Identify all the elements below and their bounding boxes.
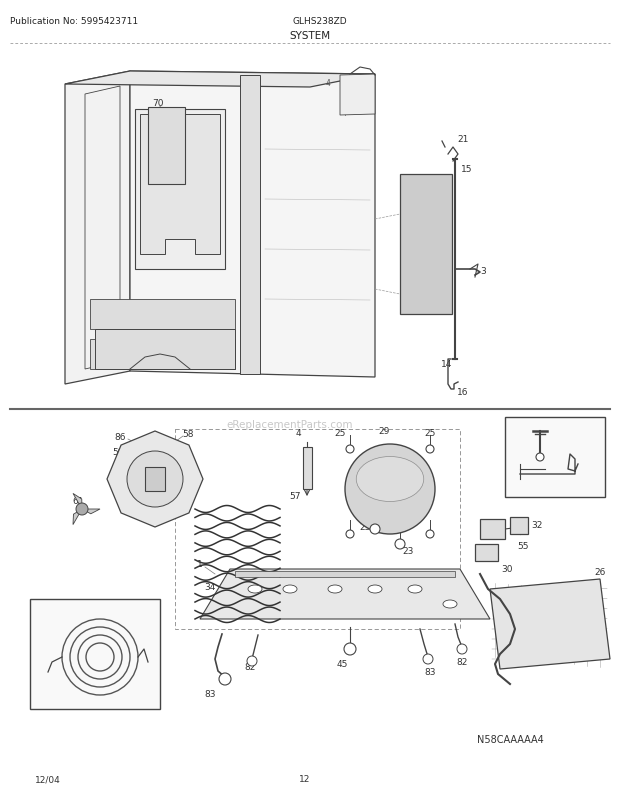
Text: 44: 44 [564, 473, 575, 482]
Polygon shape [135, 110, 225, 269]
Ellipse shape [328, 585, 342, 593]
Text: 70: 70 [153, 99, 164, 107]
Text: 83: 83 [204, 690, 216, 699]
Polygon shape [73, 494, 82, 509]
Circle shape [426, 530, 434, 538]
Circle shape [536, 453, 544, 461]
Polygon shape [490, 579, 610, 669]
Text: 16: 16 [458, 388, 469, 397]
Text: 59: 59 [112, 448, 124, 457]
Polygon shape [480, 520, 505, 539]
Bar [145, 468, 165, 492]
Ellipse shape [443, 600, 457, 608]
Polygon shape [140, 115, 220, 255]
Text: eReplacementParts.com: eReplacementParts.com [227, 419, 353, 429]
Text: 26: 26 [595, 568, 606, 577]
Polygon shape [240, 76, 260, 375]
Text: SYSTEM: SYSTEM [290, 31, 330, 41]
Bar [30, 599, 160, 709]
Text: 25: 25 [424, 429, 436, 438]
Text: 32: 32 [531, 520, 542, 530]
Text: 45: 45 [192, 190, 204, 199]
Text: 60: 60 [112, 461, 124, 470]
Polygon shape [148, 107, 185, 184]
Text: 82: 82 [244, 662, 255, 671]
Circle shape [247, 656, 257, 666]
Circle shape [346, 445, 354, 453]
Text: 84: 84 [515, 610, 526, 618]
Text: 6: 6 [44, 603, 50, 612]
Circle shape [344, 643, 356, 655]
Text: 62: 62 [212, 342, 224, 351]
Text: 12/04: 12/04 [35, 775, 61, 784]
Circle shape [127, 452, 183, 508]
Text: 57: 57 [290, 492, 301, 501]
Text: 85: 85 [520, 463, 531, 472]
Text: 25: 25 [334, 429, 346, 438]
Text: 23: 23 [402, 547, 414, 556]
Polygon shape [90, 339, 235, 370]
Polygon shape [235, 571, 455, 577]
Text: 30: 30 [501, 565, 513, 573]
Ellipse shape [283, 585, 297, 593]
Text: 21: 21 [458, 136, 469, 144]
Text: 1: 1 [197, 560, 203, 569]
Text: 3: 3 [480, 267, 486, 276]
Polygon shape [65, 72, 375, 88]
Circle shape [370, 525, 380, 534]
Polygon shape [65, 72, 130, 384]
Text: 34: 34 [205, 583, 216, 592]
Ellipse shape [248, 585, 262, 593]
Circle shape [76, 504, 88, 516]
Polygon shape [90, 300, 235, 330]
Text: 12: 12 [299, 775, 311, 784]
Text: N58CAAAAA4: N58CAAAAA4 [477, 734, 543, 744]
Polygon shape [82, 509, 100, 514]
Text: 58: 58 [182, 430, 193, 439]
Text: 14: 14 [441, 360, 453, 369]
Text: Publication No: 5995423711: Publication No: 5995423711 [10, 18, 138, 26]
Bar [175, 429, 460, 630]
Text: 45: 45 [192, 238, 204, 247]
Ellipse shape [356, 457, 423, 502]
Polygon shape [510, 517, 528, 534]
Polygon shape [200, 569, 490, 619]
Circle shape [426, 445, 434, 453]
Text: 34: 34 [210, 607, 222, 616]
Polygon shape [95, 330, 235, 370]
Circle shape [423, 654, 433, 664]
Polygon shape [73, 509, 82, 525]
Text: 86: 86 [114, 433, 126, 442]
Text: 41: 41 [559, 417, 570, 426]
Polygon shape [340, 75, 375, 115]
Ellipse shape [408, 585, 422, 593]
Circle shape [219, 673, 231, 685]
Text: GLHS238ZD: GLHS238ZD [293, 18, 347, 26]
Text: 4: 4 [295, 429, 301, 438]
Text: 55: 55 [517, 542, 529, 551]
Ellipse shape [368, 585, 382, 593]
Bar [400, 175, 452, 314]
Text: 22: 22 [454, 580, 466, 589]
Polygon shape [475, 545, 498, 561]
Circle shape [346, 530, 354, 538]
Polygon shape [107, 431, 203, 528]
Polygon shape [130, 72, 375, 378]
Text: 83: 83 [424, 668, 436, 677]
Text: 15: 15 [461, 165, 472, 174]
Circle shape [457, 644, 467, 654]
Polygon shape [303, 448, 312, 489]
Bar [505, 418, 605, 497]
Text: 4: 4 [326, 79, 330, 87]
Circle shape [345, 444, 435, 534]
Circle shape [395, 539, 405, 549]
Text: 82: 82 [456, 658, 467, 666]
Text: 29: 29 [378, 427, 390, 436]
Text: 61: 61 [73, 497, 84, 506]
Text: 23: 23 [360, 523, 371, 532]
Text: 45: 45 [336, 660, 348, 669]
